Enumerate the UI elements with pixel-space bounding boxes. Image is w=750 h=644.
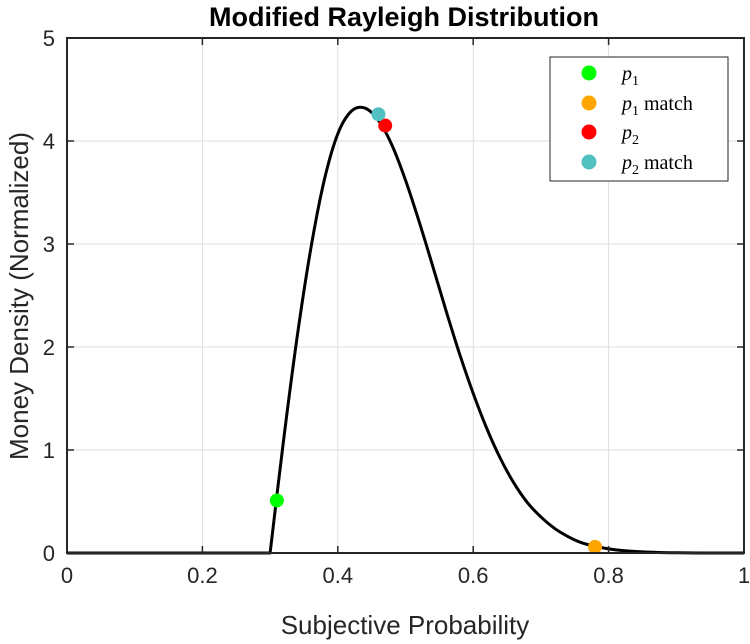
x-axis: 0 0.2 0.4 0.6 0.8 1 [61,38,750,588]
y-tick-label: 4 [43,129,55,154]
x-tick-label: 0.2 [187,563,218,588]
y-axis: 0 1 2 3 4 5 [43,26,744,566]
x-axis-label: Subjective Probability [281,610,530,640]
legend-box [549,56,729,182]
legend: p1 p1 match p2 p2 match [549,56,729,182]
density-curve [67,105,745,555]
curve-layer [67,105,745,555]
point-marker-4 [371,107,386,122]
y-tick-label: 5 [43,26,55,51]
legend-label: p2 match [620,152,693,178]
point-marker-2 [588,539,603,554]
x-tick-label: 0.8 [593,563,624,588]
legend-marker [581,95,597,111]
legend-label: p1 [620,63,639,89]
legend-label: p2 [620,122,639,148]
points-layer [269,107,603,554]
plot-frame [66,37,745,554]
x-tick-label: 0.6 [458,563,489,588]
y-tick-label: 1 [43,438,55,463]
y-axis-label: Money Density (Normalized) [4,132,34,460]
x-tick-label: 0 [61,563,73,588]
chart-title: Modified Rayleigh Distribution [209,2,599,32]
point-marker-1 [269,493,284,508]
legend-label: p1 match [620,93,693,119]
x-tick-label: 0.4 [323,563,354,588]
y-tick-label: 3 [43,232,55,257]
y-tick-label: 0 [43,541,55,566]
legend-marker [581,154,597,170]
legend-marker [581,124,597,140]
y-tick-label: 2 [43,335,55,360]
legend-marker [581,65,597,81]
x-tick-label: 1 [738,563,750,588]
point-marker-3 [378,118,393,133]
